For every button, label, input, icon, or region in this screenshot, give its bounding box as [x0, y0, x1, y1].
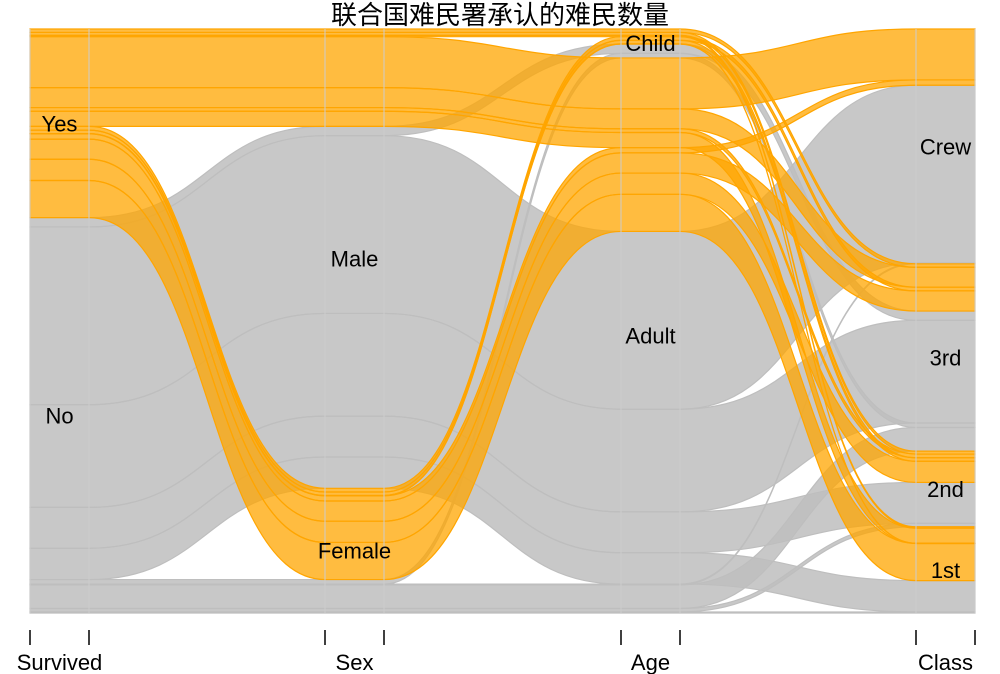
axis-ticks	[29, 630, 976, 645]
category-label-class-crew: Crew	[920, 134, 971, 159]
axis-lines	[29, 29, 976, 613]
category-label-class-3rd: 3rd	[930, 345, 962, 370]
category-label-sex-female: Female	[318, 539, 391, 564]
dimension-label-class: Class	[918, 650, 973, 674]
dimension-label-sex: Sex	[336, 650, 374, 674]
category-label-class-1st: 1st	[931, 558, 960, 583]
dimension-label-survived: Survived	[17, 650, 103, 674]
category-label-survived-yes: Yes	[42, 111, 78, 136]
dimension-label-age: Age	[631, 650, 670, 674]
flow-ribbons	[29, 28, 976, 614]
category-label-age-adult: Adult	[625, 323, 675, 348]
category-label-class-2nd: 2nd	[927, 477, 964, 502]
flow-no-female-adult-1st	[29, 611, 976, 614]
chart-title: 联合国难民署承认的难民数量	[331, 1, 669, 31]
category-labels: Yes No Male Female Child Adult Crew 3rd 2nd 1st	[42, 31, 972, 583]
category-label-survived-no: No	[45, 403, 73, 428]
category-label-sex-male: Male	[331, 247, 379, 272]
dimension-labels: Survived Sex Age Class	[17, 650, 973, 674]
category-label-age-child: Child	[625, 31, 675, 56]
